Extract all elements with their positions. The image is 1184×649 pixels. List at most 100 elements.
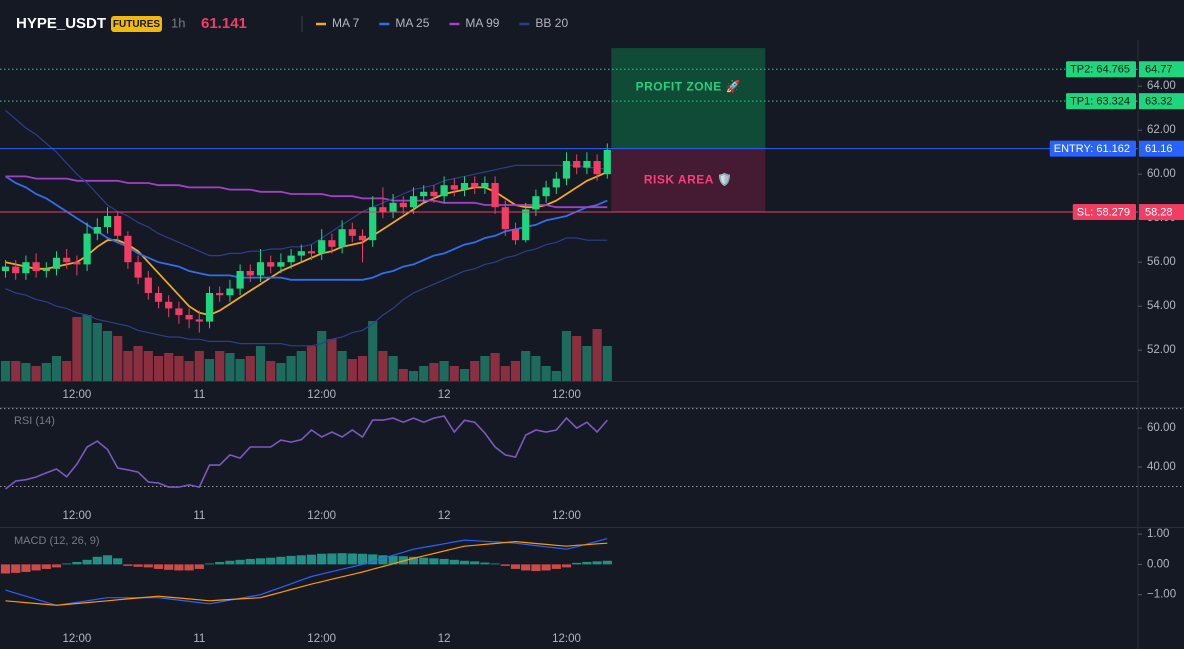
volume-bar bbox=[204, 359, 215, 381]
macd-histogram-bar bbox=[398, 556, 408, 565]
symbol: HYPE_USDT bbox=[16, 15, 106, 32]
candle-body bbox=[165, 301, 173, 309]
x-tick-label: 11 bbox=[193, 510, 205, 522]
volume-bar bbox=[113, 336, 123, 381]
axis-tag-bg bbox=[1139, 204, 1184, 221]
macd-histogram-bar bbox=[62, 563, 72, 565]
volume-bar bbox=[215, 351, 225, 381]
candle-body bbox=[440, 185, 448, 197]
badge-bg bbox=[111, 16, 162, 32]
x-tick-label: 12:00 bbox=[63, 510, 92, 522]
macd-histogram-bar bbox=[439, 558, 449, 565]
candle-body bbox=[573, 161, 581, 168]
candle-body bbox=[114, 216, 122, 236]
x-tick-label: 12:00 bbox=[63, 389, 92, 401]
candle-body bbox=[124, 235, 132, 263]
volume-bar bbox=[347, 359, 357, 381]
axis-tag: 58.28 bbox=[1145, 206, 1173, 218]
macd-histogram-bar bbox=[102, 555, 113, 565]
volume-bar bbox=[531, 356, 541, 381]
candle-body bbox=[205, 293, 214, 322]
macd-histogram-bar bbox=[317, 553, 327, 565]
volume-bar bbox=[276, 363, 286, 381]
level-tag-bg bbox=[1066, 61, 1136, 78]
macd-histogram-bar bbox=[419, 557, 429, 565]
macd-histogram-bar bbox=[429, 558, 439, 565]
volume-bar bbox=[62, 361, 72, 381]
macd-histogram-bar bbox=[572, 562, 582, 565]
candle-body bbox=[522, 209, 530, 241]
candle-body bbox=[32, 262, 40, 271]
macd-histogram-bar bbox=[51, 564, 62, 568]
macd-histogram-bar bbox=[143, 564, 153, 568]
macd-histogram-bar bbox=[133, 564, 143, 567]
candle-body bbox=[379, 207, 387, 212]
x-tick-label: 12:00 bbox=[307, 510, 336, 522]
macd-histogram-bar bbox=[245, 558, 255, 565]
volume-bar bbox=[521, 351, 531, 381]
volume-bar bbox=[317, 331, 327, 381]
volume-bar bbox=[541, 366, 551, 381]
candle-body bbox=[491, 183, 499, 208]
legend: MA 7 MA 25 MA 99 BB 20 bbox=[316, 16, 568, 30]
candle-body bbox=[532, 196, 540, 210]
macd-histogram-bar bbox=[296, 555, 306, 565]
volume-bar bbox=[41, 363, 51, 381]
volume-bar bbox=[582, 346, 592, 381]
volume-bar bbox=[266, 361, 276, 381]
candle-body bbox=[42, 268, 50, 271]
macd-histogram-bar bbox=[531, 564, 541, 572]
x-tick-label: 12 bbox=[438, 633, 451, 645]
macd-histogram-bar bbox=[490, 563, 500, 565]
candle-body bbox=[338, 229, 346, 247]
legend-label: MA 25 bbox=[395, 16, 429, 30]
zone-label: PROFIT ZONE 🚀 bbox=[636, 79, 741, 93]
legend-label: MA 99 bbox=[465, 16, 499, 30]
axis-tag-bg bbox=[1139, 140, 1184, 157]
macd-histogram-bar bbox=[459, 560, 470, 565]
axis-tag: 64.77 bbox=[1145, 64, 1173, 76]
macd-histogram-bar bbox=[31, 564, 41, 571]
candle-body bbox=[83, 233, 91, 265]
candle-body bbox=[103, 216, 112, 227]
candle-body bbox=[287, 255, 295, 263]
candle-body bbox=[154, 293, 163, 302]
macd-histogram-bar bbox=[306, 554, 317, 565]
macd-histogram-bar bbox=[225, 560, 235, 565]
ma-line bbox=[5, 175, 608, 281]
macd-histogram-bar bbox=[194, 564, 204, 569]
x-tick-label: 12 bbox=[438, 510, 451, 522]
macd-histogram-bar bbox=[164, 564, 174, 570]
candle-body bbox=[328, 240, 336, 247]
volume-bar bbox=[174, 356, 184, 381]
y-tick-label: 62.00 bbox=[1147, 124, 1176, 136]
volume-bar bbox=[378, 351, 388, 381]
zone bbox=[611, 148, 766, 213]
volume-bar bbox=[388, 356, 398, 381]
volume-bar bbox=[419, 366, 429, 381]
y-tick-label: 40.00 bbox=[1147, 461, 1176, 473]
volume-bar bbox=[398, 369, 408, 381]
bb-upper bbox=[5, 109, 608, 257]
candle-body bbox=[481, 183, 489, 188]
volume-bar bbox=[123, 351, 133, 381]
candle-body bbox=[430, 191, 438, 197]
volume-bar bbox=[286, 356, 296, 381]
candle-body bbox=[236, 271, 244, 289]
macd-histogram-bar bbox=[408, 556, 419, 565]
volume-bar bbox=[510, 361, 521, 381]
volume-bar bbox=[51, 356, 62, 381]
x-tick-label: 12:00 bbox=[552, 510, 581, 522]
volume-bar bbox=[306, 346, 317, 381]
volume-bar bbox=[470, 361, 480, 381]
macd-histogram-bar bbox=[235, 559, 245, 565]
x-tick-label: 11 bbox=[193, 389, 205, 401]
macd-histogram-bar bbox=[602, 560, 612, 565]
volume-bar bbox=[102, 331, 113, 381]
candle-body bbox=[256, 262, 265, 276]
macd-histogram-bar bbox=[266, 557, 276, 565]
candle-body bbox=[471, 183, 479, 188]
candle-body bbox=[409, 196, 418, 208]
